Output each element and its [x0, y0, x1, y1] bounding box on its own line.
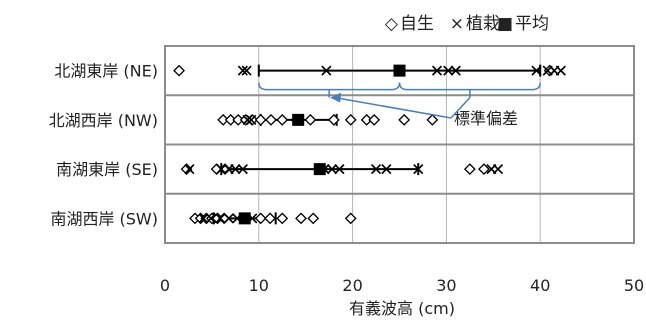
- point-natural-1-11: [344, 113, 357, 126]
- point-planted-3-2: [215, 213, 226, 224]
- point-natural-1-13: [368, 113, 381, 126]
- point-planted-0-0: [237, 65, 248, 76]
- point-planted-0-2: [321, 65, 332, 76]
- point-planted-2-3: [230, 164, 241, 175]
- point-natural-3-6: [254, 212, 267, 225]
- point-planted-2-12: [492, 164, 504, 175]
- x-tick-label-20: 20: [342, 276, 362, 295]
- point-planted-0-4: [443, 65, 454, 76]
- category-label-ne: 北湖東岸 (NE): [54, 62, 158, 81]
- x-tick-label-50: 50: [624, 276, 644, 295]
- point-natural-1-9: [304, 113, 317, 126]
- legend-natural-label: 自生: [400, 14, 434, 34]
- point-natural-1-14: [398, 113, 411, 126]
- point-planted-1-0: [242, 114, 253, 125]
- point-planted-2-1: [216, 164, 227, 175]
- legend: ◇ 自生 × 植栽 ■ 平均: [385, 14, 549, 34]
- point-natural-2-3: [463, 163, 476, 176]
- point-planted-1-1: [246, 114, 257, 125]
- category-label-se: 南湖東岸 (SE): [56, 160, 158, 179]
- point-natural-3-9: [295, 212, 307, 225]
- row-separators: [165, 94, 634, 195]
- point-planted-0-5: [450, 65, 461, 76]
- point-planted-3-3: [223, 213, 234, 224]
- point-planted-3-0: [198, 213, 209, 224]
- point-planted-3-1: [205, 213, 217, 224]
- point-planted-0-6: [531, 65, 542, 76]
- point-natural-3-8: [276, 212, 289, 225]
- point-planted-2-9: [381, 164, 392, 175]
- point-planted-2-7: [334, 164, 345, 175]
- x-tick-label-10: 10: [249, 276, 269, 295]
- category-label-sw: 南湖西岸 (SW): [50, 209, 158, 228]
- point-natural-1-5: [254, 113, 267, 126]
- x-tick-label-0: 0: [160, 276, 170, 295]
- mean-marker-2: [313, 163, 326, 176]
- category-labels: 北湖東岸 (NE) 北湖西岸 (NW) 南湖東岸 (SE) 南湖西岸 (SW): [49, 62, 158, 229]
- point-planted-2-6: [326, 164, 338, 175]
- point-natural-3-10: [307, 212, 320, 225]
- point-natural-1-7: [276, 113, 289, 126]
- point-natural-3-7: [264, 212, 276, 225]
- x-tick-label-40: 40: [530, 276, 550, 295]
- std-arrow-connector: [450, 97, 471, 119]
- point-planted-2-0: [184, 164, 195, 175]
- std-arrow-line: [335, 96, 452, 119]
- point-natural-2-2: [219, 163, 231, 176]
- legend-planted-marker: ×: [450, 14, 464, 34]
- point-natural-2-0: [180, 163, 193, 176]
- point-natural-3-11: [344, 212, 357, 225]
- plot-frame: [164, 45, 635, 244]
- mean-marker-3: [238, 212, 251, 225]
- point-planted-0-9: [555, 65, 566, 76]
- legend-natural-marker: ◇: [385, 14, 399, 34]
- std-arrow-head: [330, 92, 342, 103]
- point-planted-2-8: [370, 164, 382, 175]
- legend-mean-label: 平均: [515, 14, 549, 34]
- point-natural-1-10: [327, 113, 340, 126]
- point-planted-0-1: [241, 65, 252, 76]
- point-natural-0-0: [173, 64, 185, 77]
- x-tick-label-30: 30: [436, 276, 456, 295]
- mean-marker-0: [393, 64, 406, 77]
- std-annotation: 標準偏差: [258, 82, 541, 128]
- legend-mean-marker: ■: [497, 14, 513, 34]
- std-annotation-label: 標準偏差: [454, 109, 518, 128]
- data-marks: [173, 64, 566, 225]
- point-natural-1-15: [426, 113, 439, 126]
- point-natural-1-6: [265, 113, 277, 126]
- point-planted-2-4: [237, 164, 248, 175]
- legend-planted-label: 植栽: [466, 14, 500, 34]
- x-axis-label: 有義波高 (cm): [349, 299, 455, 318]
- category-label-nw: 北湖西岸 (NW): [49, 111, 158, 130]
- point-natural-2-4: [478, 163, 490, 176]
- point-planted-2-10: [413, 164, 424, 175]
- mean-marker-1: [292, 113, 305, 126]
- point-planted-0-3: [431, 65, 443, 76]
- x-axis-ticks: 0 10 20 30 40 50: [160, 276, 644, 295]
